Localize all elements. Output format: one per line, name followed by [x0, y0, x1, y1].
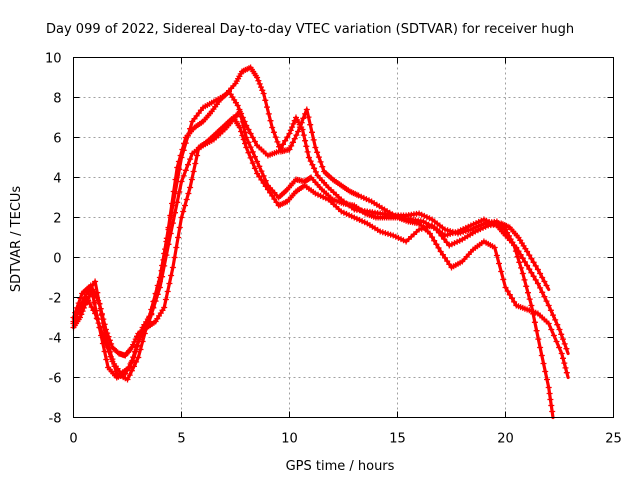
y-axis-label: SDTVAR / TECUs: [9, 186, 24, 293]
y-tick-label: 10: [45, 52, 62, 67]
y-tick-label: 6: [53, 132, 61, 147]
y-tick-label: -6: [49, 372, 62, 387]
x-tick-label: 15: [389, 432, 406, 447]
y-tick-label: 2: [53, 212, 61, 227]
y-tick-label: 8: [53, 92, 61, 107]
y-axis: -8 -6 -4 -2 0 2 4 6 8 10: [45, 52, 614, 427]
y-tick-label: -8: [49, 412, 62, 427]
grid: [73, 57, 614, 418]
chart-title: Day 099 of 2022, Sidereal Day-to-day VTE…: [46, 22, 574, 37]
x-tick-label: 5: [177, 432, 185, 447]
x-axis: 0 5 10 15 20 25: [69, 57, 622, 447]
x-tick-label: 10: [281, 432, 298, 447]
x-tick-label: 20: [497, 432, 514, 447]
y-tick-label: 4: [53, 172, 61, 187]
plot-area: [70, 64, 570, 420]
y-tick-label: -2: [49, 292, 62, 307]
x-tick-label: 0: [69, 432, 77, 447]
x-tick-label: 25: [605, 432, 622, 447]
y-tick-label: -4: [49, 332, 62, 347]
x-axis-label: GPS time / hours: [286, 459, 395, 474]
y-tick-label: 0: [53, 252, 61, 267]
plot-frame: [73, 57, 614, 418]
